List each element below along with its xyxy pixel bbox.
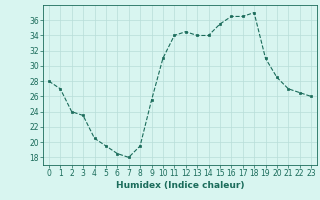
X-axis label: Humidex (Indice chaleur): Humidex (Indice chaleur) xyxy=(116,181,244,190)
